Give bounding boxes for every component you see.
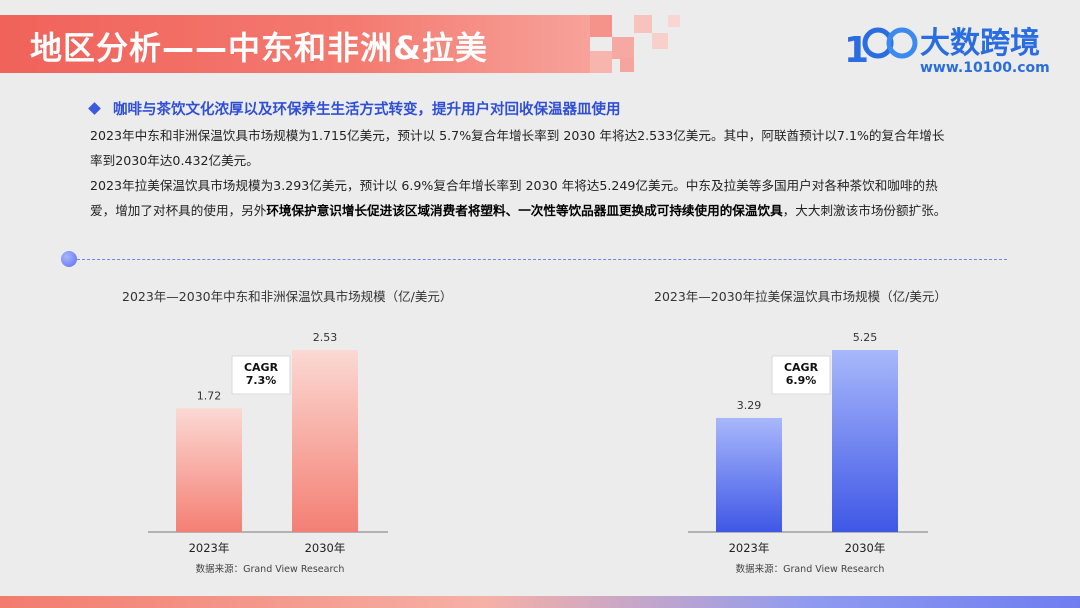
- data-label-0: 1.72: [197, 389, 222, 402]
- headline-row: 咖啡与茶饮文化浓厚以及环保养生生活方式转变，提升用户对回收保温器皿使用: [88, 98, 621, 119]
- chart-source: 数据来源：Grand View Research: [196, 563, 345, 575]
- cagr-label-1: 7.3%: [246, 374, 277, 387]
- title-banner: [0, 15, 590, 73]
- cagr-box: [771, 355, 831, 395]
- headline: 咖啡与茶饮文化浓厚以及环保养生生活方式转变，提升用户对回收保温器皿使用: [113, 102, 621, 118]
- chart-source: 数据来源：Grand View Research: [736, 563, 885, 575]
- brand-logo-icon: 1: [844, 27, 918, 71]
- bar-1: [292, 350, 358, 532]
- divider-dot-icon: [61, 251, 77, 267]
- paragraph-latam-bold: 环境保护意识增长促进该区域消费者将塑料、一次性等饮品器皿更换成可持续使用的保温饮…: [266, 203, 783, 218]
- chart-title-mea: 2023年—2030年中东和非洲保温饮具市场规模（亿/美元）: [122, 289, 453, 304]
- x-tick-label-0: 2023年: [189, 541, 230, 555]
- cagr-label-0: CAGR: [244, 361, 279, 374]
- x-tick-label-1: 2030年: [305, 541, 346, 555]
- bar-0: [716, 417, 782, 532]
- cagr-box: [231, 355, 291, 395]
- brand-url: www.10100.com: [920, 60, 1050, 76]
- paragraph-latam-end: ，大大刺激该市场份额扩张。: [782, 203, 947, 218]
- data-label-0: 3.29: [737, 399, 762, 412]
- x-tick-label-0: 2023年: [729, 541, 770, 555]
- x-tick-label-1: 2030年: [845, 541, 886, 555]
- cagr-label-1: 6.9%: [786, 374, 817, 387]
- page-title: 地区分析——中东和非洲&拉美: [30, 29, 488, 67]
- brand-name: 大数跨境: [920, 26, 1040, 61]
- bottom-gradient-bar: [0, 596, 1080, 608]
- cagr-label-0: CAGR: [784, 361, 819, 374]
- bar-0: [176, 408, 242, 532]
- paragraph-latam: 2023年拉美保温饮具市场规模为3.293亿美元，预计以 6.9%复合年增长率到…: [90, 173, 950, 223]
- chart-title-latam: 2023年—2030年拉美保温饮具市场规模（亿/美元）: [654, 289, 947, 304]
- diamond-bullet-icon: [88, 102, 101, 115]
- data-label-1: 2.53: [313, 331, 338, 344]
- paragraph-mea: 2023年中东和非洲保温饮具市场规模为1.715亿美元，预计以 5.7%复合年增…: [90, 128, 945, 168]
- paragraph-latam-text: 2023年拉美保温饮具市场规模为3.293亿美元，预计以 6.9%复合年增长率到…: [90, 178, 938, 218]
- bar-1: [832, 350, 898, 532]
- data-label-1: 5.25: [853, 331, 878, 344]
- dashed-divider: [72, 259, 1007, 260]
